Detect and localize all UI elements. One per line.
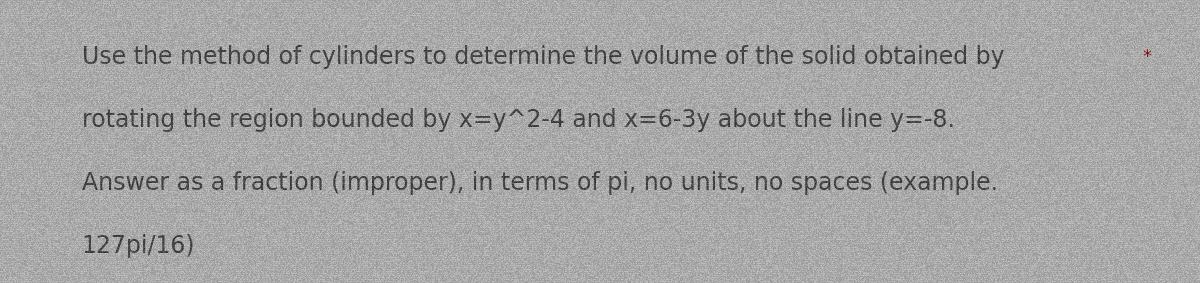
Text: Use the method of cylinders to determine the volume of the solid obtained by: Use the method of cylinders to determine… — [82, 45, 1004, 68]
Text: 127pi/16): 127pi/16) — [82, 234, 196, 258]
Text: rotating the region bounded by x=y^2-4 and x=6-3y about the line y=-8.: rotating the region bounded by x=y^2-4 a… — [82, 108, 954, 132]
Text: *: * — [1142, 48, 1151, 66]
Text: Answer as a fraction (improper), in terms of pi, no units, no spaces (example.: Answer as a fraction (improper), in term… — [82, 171, 997, 194]
